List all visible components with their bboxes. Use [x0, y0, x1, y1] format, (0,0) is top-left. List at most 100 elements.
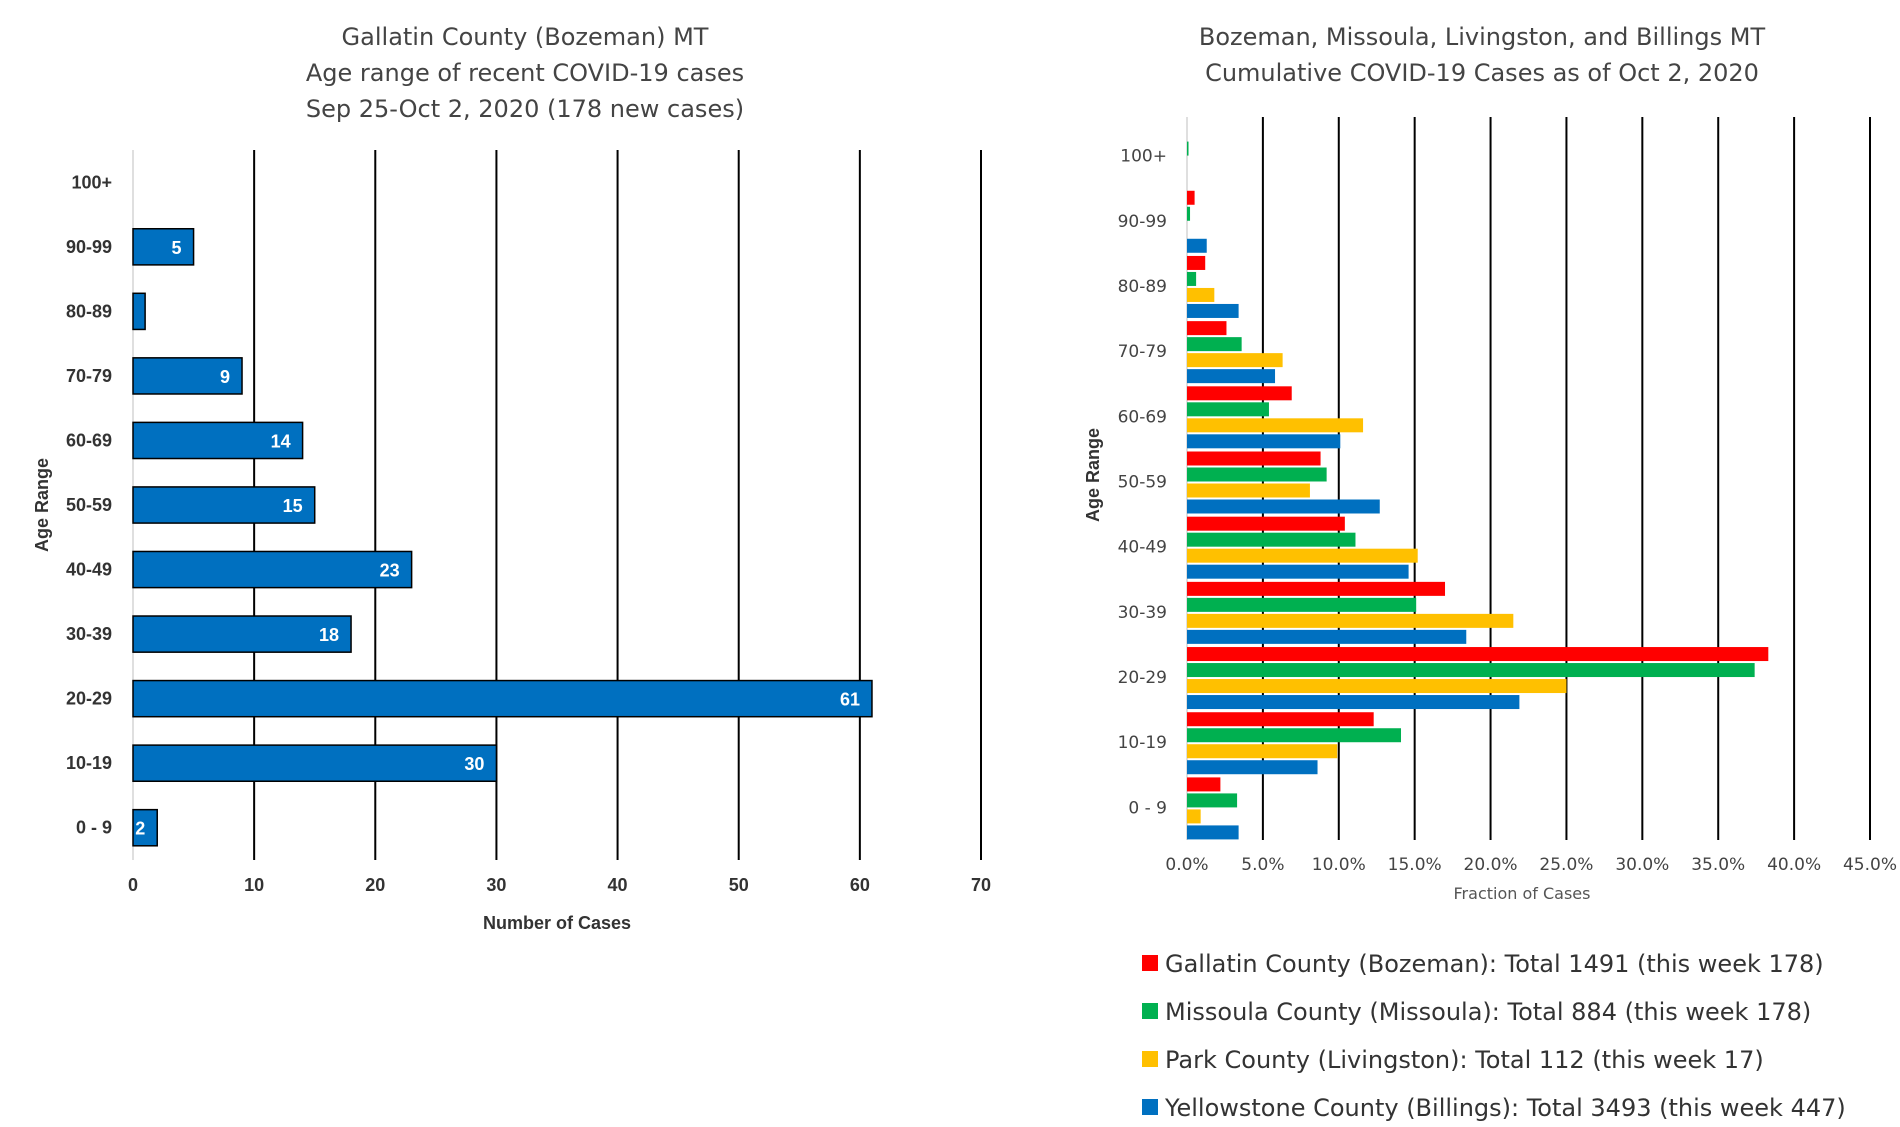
- left-bar-data-label: 15: [283, 496, 303, 516]
- right-bar: [1187, 777, 1221, 792]
- right-bar: [1187, 679, 1567, 694]
- left-bar-data-label: 18: [319, 625, 339, 645]
- right-bar: [1187, 613, 1514, 628]
- right-bar: [1187, 825, 1239, 840]
- left-bar: [132, 421, 304, 460]
- right-bar: [1187, 321, 1227, 336]
- right-bar: [1187, 695, 1520, 710]
- right-y-tick-label: 60-69: [1118, 407, 1167, 427]
- right-y-tick-label: 50-59: [1118, 473, 1167, 493]
- right-bar: [1187, 418, 1364, 433]
- right-bar: [1187, 238, 1207, 253]
- left-y-tick-label: 0 - 9: [76, 818, 112, 838]
- right-bar: [1187, 712, 1374, 727]
- right-bar: [1187, 386, 1292, 401]
- left-bar-data-label: 23: [380, 561, 400, 581]
- right-y-tick-label: 40-49: [1118, 538, 1167, 558]
- legend-entry-label: Missoula County (Missoula): Total 884 (t…: [1165, 998, 1811, 1026]
- left-y-tick-label: 30-39: [66, 624, 112, 644]
- right-bar: [1187, 206, 1191, 221]
- right-bar: [1187, 744, 1338, 759]
- left-bar: [132, 292, 146, 331]
- legend-entry-label: Park County (Livingston): Total 112 (thi…: [1165, 1046, 1764, 1074]
- left-y-tick-label: 80-89: [66, 301, 112, 321]
- right-y-axis-label: Age Range: [1083, 428, 1103, 522]
- right-x-tick-label: 30.0%: [1615, 855, 1669, 875]
- left-y-tick-label: 10-19: [66, 753, 112, 773]
- left-x-tick-label: 50: [729, 875, 749, 895]
- left-x-axis-label: Number of Cases: [483, 913, 631, 933]
- left-bar: [132, 744, 498, 783]
- left-x-tick-label: 0: [128, 875, 138, 895]
- left-bar-data-label: 9: [220, 367, 230, 387]
- right-chart-legend: Gallatin County (Bozeman): Total 1491 (t…: [1142, 950, 1846, 1122]
- right-bar: [1187, 287, 1215, 302]
- legend-swatch: [1142, 1003, 1158, 1019]
- right-bar: [1187, 337, 1242, 352]
- left-bar-chart: Gallatin County (Bozeman) MT Age range o…: [32, 23, 991, 933]
- right-x-tick-label: 40.0%: [1767, 855, 1821, 875]
- right-bar-chart: Bozeman, Missoula, Livingston, and Billi…: [1083, 23, 1897, 1122]
- right-bar: [1187, 402, 1269, 417]
- left-y-tick-label: 50-59: [66, 495, 112, 515]
- right-bar: [1187, 499, 1380, 514]
- left-bar: [132, 808, 158, 847]
- right-bar: [1187, 532, 1356, 547]
- right-x-tick-label: 35.0%: [1691, 855, 1745, 875]
- right-x-tick-label: 25.0%: [1539, 855, 1593, 875]
- right-bar: [1187, 548, 1418, 563]
- left-y-axis-label: Age Range: [32, 458, 52, 552]
- right-bar: [1187, 141, 1189, 156]
- left-bar-data-label: 14: [271, 431, 291, 451]
- left-x-tick-label: 70: [971, 875, 991, 895]
- right-x-tick-label: 10.0%: [1312, 855, 1366, 875]
- right-y-tick-label: 30-39: [1118, 603, 1167, 623]
- right-y-tick-label: 100+: [1120, 147, 1167, 167]
- right-bar: [1187, 581, 1446, 596]
- legend-swatch: [1142, 955, 1158, 971]
- right-bar: [1187, 809, 1201, 824]
- left-chart-title-line-3: Sep 25-Oct 2, 2020 (178 new cases): [306, 95, 744, 123]
- left-bar: [132, 357, 243, 395]
- right-x-tick-label: 0.0%: [1165, 855, 1208, 875]
- left-bar: [132, 227, 195, 266]
- left-y-tick-label: 90-99: [66, 237, 112, 257]
- left-bar: [132, 615, 352, 653]
- left-bar: [132, 550, 413, 589]
- right-bar: [1187, 793, 1238, 808]
- left-chart-title-line-2: Age range of recent COVID-19 cases: [306, 59, 744, 87]
- right-y-tick-label: 90-99: [1118, 212, 1167, 232]
- legend-entry-label: Yellowstone County (Billings): Total 349…: [1164, 1094, 1846, 1122]
- right-bar: [1187, 597, 1417, 612]
- left-bar-data-label: 30: [464, 754, 484, 774]
- legend-entry-label: Gallatin County (Bozeman): Total 1491 (t…: [1165, 950, 1824, 978]
- right-bar: [1187, 663, 1755, 678]
- left-bar-data-label: 5: [172, 238, 182, 258]
- right-bar: [1187, 190, 1195, 205]
- right-bar: [1187, 303, 1239, 318]
- left-x-tick-label: 10: [244, 875, 264, 895]
- right-x-tick-label: 15.0%: [1388, 855, 1442, 875]
- right-bar: [1187, 369, 1276, 384]
- right-x-tick-label: 45.0%: [1843, 855, 1897, 875]
- left-x-tick-label: 40: [608, 875, 628, 895]
- left-chart-title-line-1: Gallatin County (Bozeman) MT: [342, 23, 709, 51]
- right-bar: [1187, 271, 1197, 286]
- left-y-tick-label: 40-49: [66, 560, 112, 580]
- right-bar: [1187, 516, 1345, 531]
- right-bar: [1187, 629, 1467, 644]
- left-y-tick-label: 70-79: [66, 366, 112, 386]
- left-x-tick-label: 20: [365, 875, 385, 895]
- right-chart-title-line-2: Cumulative COVID-19 Cases as of Oct 2, 2…: [1205, 59, 1759, 87]
- right-x-axis-label: Fraction of Cases: [1454, 884, 1591, 903]
- right-x-tick-label: 5.0%: [1241, 855, 1284, 875]
- left-y-tick-label: 20-29: [66, 689, 112, 709]
- right-bar: [1187, 434, 1341, 449]
- right-y-tick-label: 0 - 9: [1128, 798, 1167, 818]
- right-bar: [1187, 483, 1310, 498]
- left-x-tick-label: 60: [850, 875, 870, 895]
- left-y-tick-label: 100+: [71, 172, 112, 192]
- legend-swatch: [1142, 1099, 1158, 1115]
- left-bar: [132, 486, 316, 524]
- right-y-tick-label: 10-19: [1118, 733, 1167, 753]
